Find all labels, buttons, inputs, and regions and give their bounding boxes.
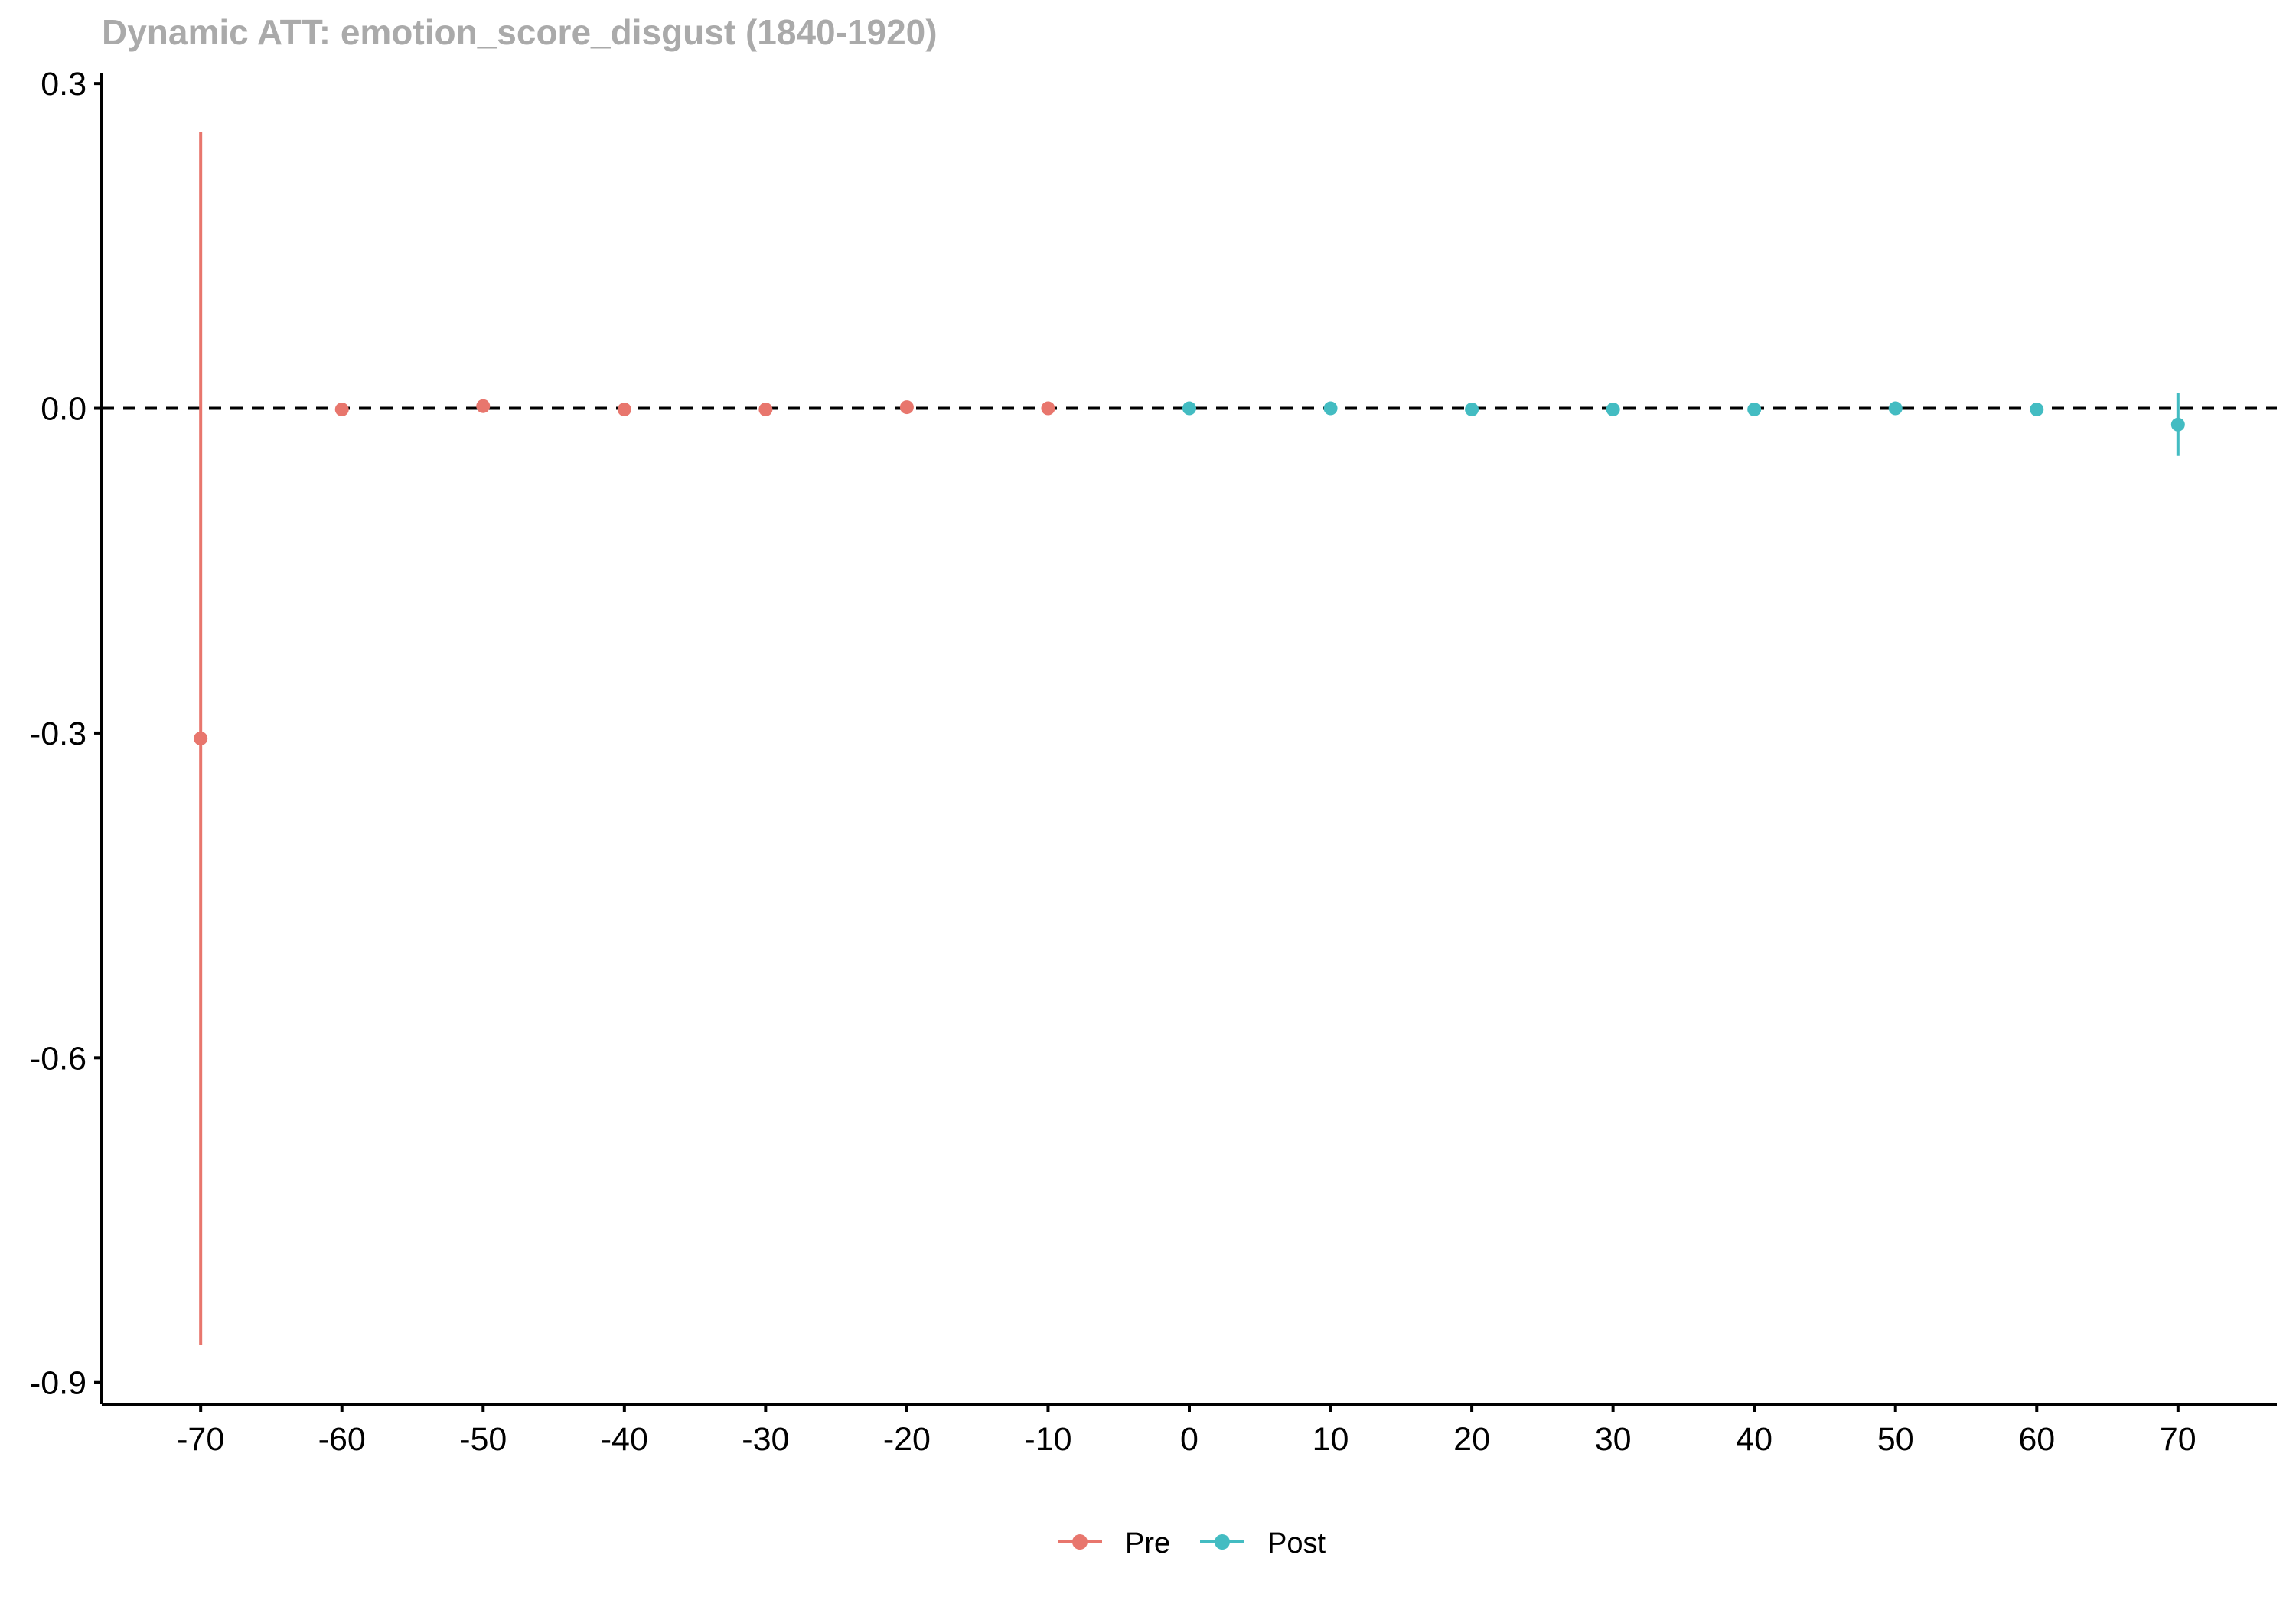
point-pre [194,732,208,745]
point-post [1465,402,1479,416]
legend-item-post: Post [1200,1527,1326,1560]
x-tick-label: -40 [601,1421,648,1458]
point-pre [1041,401,1055,416]
y-tick-label: -0.6 [30,1040,86,1077]
x-tick-label: 20 [1453,1421,1490,1458]
point-post [2030,402,2044,416]
data-series [194,132,2185,1345]
y-tick-label: 0.0 [41,391,86,428]
legend-pre-label: Pre [1125,1527,1170,1560]
legend-post-key-point [1215,1534,1230,1550]
y-tick-label: 0.3 [41,66,86,103]
x-tick-label: 60 [2018,1421,2055,1458]
legend-item-pre: Pre [1058,1527,1170,1560]
y-tick-label: -0.9 [30,1365,86,1402]
series-post [1182,393,2185,456]
x-tick-label: -20 [883,1421,931,1458]
chart-title: Dynamic ATT: emotion_score_disgust (1840… [102,12,938,52]
x-tick-label: 30 [1595,1421,1632,1458]
point-post [1182,401,1196,416]
x-axis: -70 -60 -50 -40 -30 -20 -10 0 10 20 30 40 50 60 70 [102,1403,2277,1458]
series-pre [194,132,1055,1345]
point-post [1888,401,1903,416]
x-tick-label: -60 [318,1421,366,1458]
point-post [1747,402,1762,416]
x-tick-label: -30 [742,1421,789,1458]
point-pre [899,400,914,415]
x-tick-label: 10 [1313,1421,1349,1458]
point-pre [617,402,631,416]
legend-post-label: Post [1267,1527,1326,1560]
x-tick-label: 0 [1180,1421,1199,1458]
y-tick-label: -0.3 [30,715,86,752]
point-pre [476,399,491,413]
x-tick-label: 50 [1877,1421,1914,1458]
x-tick-label: 40 [1736,1421,1773,1458]
x-tick-label: -10 [1024,1421,1071,1458]
x-tick-label: -70 [177,1421,224,1458]
y-axis: 0.3 0.0 -0.3 -0.6 -0.9 [30,66,103,1404]
x-tick-label: 70 [2160,1421,2197,1458]
point-post [2170,417,2185,432]
point-post [1606,402,1620,416]
x-tick-label: -50 [459,1421,507,1458]
point-pre [334,402,349,416]
point-pre [758,402,773,416]
legend: Pre Post [1058,1527,1326,1560]
legend-pre-key-point [1072,1534,1088,1550]
point-post [1323,401,1338,416]
